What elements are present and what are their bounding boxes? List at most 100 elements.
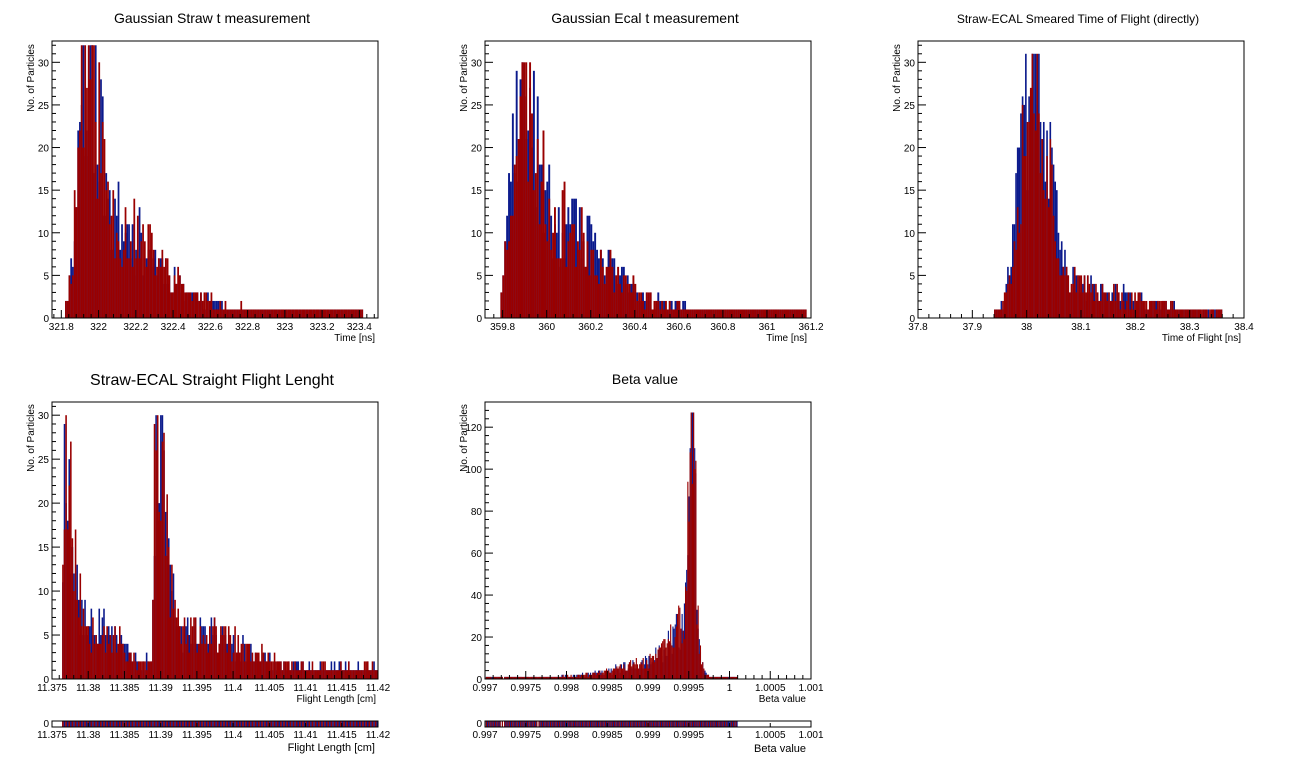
red-bin bbox=[179, 626, 181, 679]
ratio-x-tick-label: 1.001 bbox=[798, 730, 823, 741]
red-bin bbox=[741, 309, 744, 318]
red-bin bbox=[289, 309, 292, 318]
ratio-red-bin bbox=[632, 721, 634, 727]
red-bin bbox=[513, 676, 515, 679]
red-bin bbox=[1114, 300, 1117, 318]
red-bin bbox=[197, 643, 200, 679]
red-bin bbox=[1152, 300, 1154, 318]
ratio-red-bin bbox=[118, 721, 121, 727]
red-bin bbox=[1166, 309, 1169, 318]
red-bin bbox=[654, 662, 656, 679]
ratio-x-tick-label: 1.0005 bbox=[755, 730, 786, 741]
red-bin bbox=[633, 662, 635, 679]
red-bin bbox=[695, 460, 697, 679]
ratio-red-bin bbox=[650, 721, 652, 727]
ratio-red-bin bbox=[529, 721, 531, 727]
red-bin bbox=[1047, 207, 1050, 318]
red-bin bbox=[331, 309, 334, 318]
red-bin bbox=[295, 670, 298, 679]
y-tick-label: 25 bbox=[38, 455, 50, 466]
red-bin bbox=[530, 676, 532, 679]
ratio-x-tick-label: 0.997 bbox=[472, 730, 497, 741]
ratio-red-bin bbox=[229, 721, 232, 727]
ratio-blue-bin bbox=[649, 721, 651, 727]
red-bin bbox=[619, 664, 621, 679]
ratio-blue-bin bbox=[541, 721, 544, 727]
red-bin bbox=[362, 670, 364, 679]
y-tick-label: 5 bbox=[909, 271, 915, 282]
red-bin bbox=[559, 676, 561, 679]
red-bin bbox=[90, 652, 93, 679]
red-bin bbox=[259, 661, 262, 679]
ratio-blue-bin bbox=[676, 721, 679, 727]
ratio-blue-bin bbox=[177, 721, 180, 727]
red-bin bbox=[150, 232, 153, 318]
red-bin bbox=[301, 309, 304, 318]
red-bin bbox=[772, 309, 775, 318]
x-tick-label: 359.8 bbox=[490, 322, 515, 333]
red-bin bbox=[305, 309, 307, 318]
red-bin bbox=[743, 309, 746, 318]
red-bin bbox=[749, 309, 752, 318]
red-bin bbox=[207, 300, 209, 318]
x-tick-label: 360 bbox=[538, 322, 555, 333]
ratio-blue-bin bbox=[111, 721, 113, 727]
red-bin bbox=[681, 643, 683, 679]
red-bin bbox=[158, 511, 161, 679]
x-tick-label: 1 bbox=[727, 683, 733, 694]
red-bin bbox=[273, 652, 276, 679]
red-bin bbox=[525, 62, 528, 318]
ratio-red-bin bbox=[611, 721, 613, 727]
red-bin bbox=[142, 661, 145, 679]
red-bin bbox=[1046, 156, 1048, 318]
x-tick-label: 323.4 bbox=[347, 322, 372, 333]
red-bin bbox=[311, 661, 314, 679]
red-bin bbox=[1100, 300, 1102, 318]
ratio-red-bin bbox=[96, 721, 99, 727]
red-bin bbox=[253, 661, 255, 679]
red-bin bbox=[66, 529, 69, 679]
red-bin bbox=[232, 652, 235, 679]
red-bin bbox=[602, 672, 604, 679]
red-bin bbox=[1052, 215, 1055, 318]
red-bin bbox=[316, 670, 318, 679]
ratio-blue-bin bbox=[259, 721, 262, 727]
red-bin bbox=[556, 676, 558, 679]
red-bin bbox=[347, 661, 350, 679]
red-bin bbox=[1168, 309, 1171, 318]
ratio-blue-bin bbox=[589, 721, 592, 727]
y-tick-label: 20 bbox=[38, 499, 50, 510]
red-bin bbox=[221, 635, 224, 679]
ratio-blue-bin bbox=[161, 721, 164, 727]
red-bin bbox=[242, 309, 244, 318]
red-bin bbox=[89, 79, 92, 318]
red-bin bbox=[1142, 300, 1145, 318]
x-tick-label: 322 bbox=[90, 322, 107, 333]
ratio-blue-bin bbox=[658, 721, 660, 727]
ratio-red-bin bbox=[517, 721, 520, 727]
y-tick-label: 15 bbox=[38, 186, 50, 197]
ratio-red-bin bbox=[543, 721, 545, 727]
red-bin bbox=[722, 676, 724, 679]
red-bin bbox=[734, 676, 736, 679]
ratio-red-bin bbox=[112, 721, 115, 727]
red-bin bbox=[122, 643, 124, 679]
red-bin bbox=[678, 300, 681, 318]
red-bin bbox=[680, 628, 682, 679]
y-tick-label: 0 bbox=[476, 675, 482, 686]
red-bin bbox=[79, 573, 82, 679]
red-bin bbox=[714, 676, 716, 679]
ratio-blue-bin bbox=[562, 721, 564, 727]
blue-bin bbox=[145, 652, 148, 679]
ratio-red-bin bbox=[591, 721, 593, 727]
red-bin bbox=[529, 62, 532, 318]
red-bin bbox=[653, 300, 656, 318]
red-bin bbox=[182, 283, 185, 318]
red-bin bbox=[212, 309, 215, 318]
red-bin bbox=[65, 415, 67, 679]
red-bin bbox=[614, 668, 616, 679]
ratio-red-bin bbox=[488, 721, 490, 727]
ratio-red-bin bbox=[705, 721, 707, 727]
y-tick-label: 10 bbox=[904, 229, 916, 240]
red-bin bbox=[1016, 207, 1019, 318]
